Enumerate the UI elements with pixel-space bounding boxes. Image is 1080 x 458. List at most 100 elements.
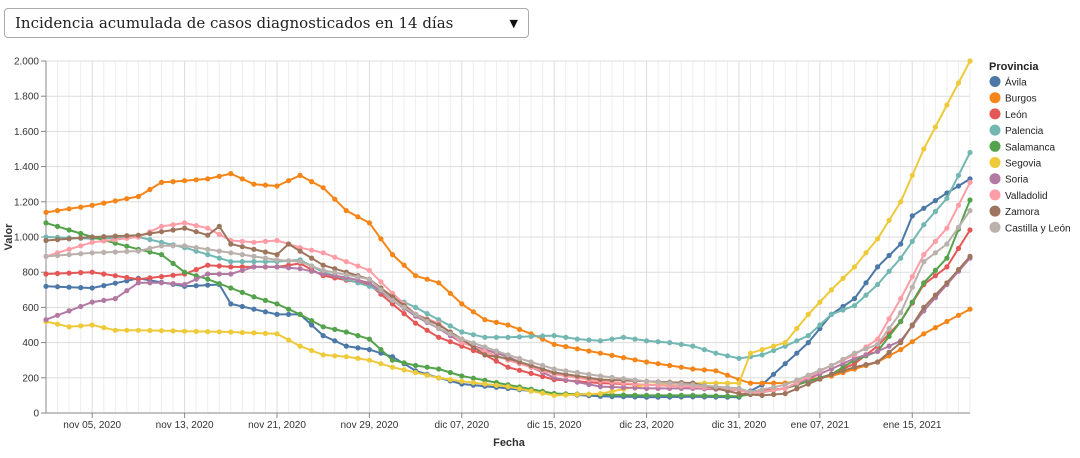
data-point[interactable] [655, 392, 661, 398]
data-point[interactable] [875, 281, 881, 288]
data-point[interactable] [632, 357, 638, 363]
data-point[interactable] [286, 265, 292, 271]
data-point[interactable] [112, 296, 118, 302]
data-point[interactable] [828, 287, 835, 293]
data-point[interactable] [794, 325, 800, 332]
data-point[interactable] [851, 296, 858, 302]
data-point[interactable] [78, 270, 84, 276]
data-point[interactable] [332, 338, 338, 344]
legend-item-label[interactable]: Castilla y León [1005, 223, 1071, 234]
data-point[interactable] [158, 274, 165, 280]
data-point[interactable] [274, 252, 280, 258]
data-point[interactable] [274, 301, 280, 307]
data-point[interactable] [851, 264, 858, 270]
data-point[interactable] [124, 248, 130, 255]
data-point[interactable] [863, 280, 869, 286]
data-point[interactable] [89, 250, 95, 256]
data-point[interactable] [309, 247, 315, 253]
data-point[interactable] [505, 384, 511, 390]
data-point[interactable] [597, 384, 604, 390]
data-point[interactable] [771, 391, 777, 398]
data-point[interactable] [886, 349, 892, 355]
data-point[interactable] [413, 369, 419, 376]
data-point[interactable] [759, 347, 765, 353]
data-point[interactable] [771, 343, 777, 349]
data-point[interactable] [898, 241, 904, 247]
data-point[interactable] [182, 328, 188, 334]
data-point[interactable] [909, 172, 915, 178]
data-point[interactable] [205, 262, 211, 268]
data-point[interactable] [828, 311, 835, 317]
data-point[interactable] [378, 347, 384, 353]
data-point[interactable] [170, 227, 176, 233]
data-point[interactable] [863, 346, 869, 352]
data-point[interactable] [147, 230, 153, 237]
data-point[interactable] [736, 391, 742, 397]
data-point[interactable] [528, 333, 534, 339]
data-point[interactable] [193, 276, 199, 282]
data-point[interactable] [54, 252, 61, 259]
data-point[interactable] [875, 348, 881, 354]
data-point[interactable] [66, 308, 72, 314]
data-point[interactable] [482, 334, 488, 340]
data-point[interactable] [101, 297, 107, 303]
data-point[interactable] [586, 337, 592, 343]
data-point[interactable] [620, 384, 627, 391]
data-point[interactable] [205, 232, 211, 238]
data-point[interactable] [332, 196, 338, 202]
data-point[interactable] [355, 214, 361, 220]
data-point[interactable] [482, 317, 488, 323]
data-point[interactable] [909, 339, 915, 345]
data-point[interactable] [574, 391, 580, 398]
data-point[interactable] [366, 220, 372, 226]
data-point[interactable] [540, 362, 546, 369]
data-point[interactable] [170, 272, 176, 278]
data-point[interactable] [66, 206, 72, 212]
data-point[interactable] [609, 384, 615, 390]
legend-item-label[interactable]: Burgos [1005, 94, 1037, 105]
data-point[interactable] [771, 371, 777, 377]
data-point[interactable] [955, 312, 962, 318]
data-point[interactable] [89, 234, 95, 240]
data-point[interactable] [170, 260, 176, 266]
data-point[interactable] [955, 183, 962, 189]
data-point[interactable] [112, 198, 118, 204]
data-point[interactable] [170, 328, 176, 334]
data-point[interactable] [228, 259, 234, 265]
data-point[interactable] [401, 360, 407, 366]
legend-item-label[interactable]: Palencia [1005, 126, 1044, 137]
data-point[interactable] [436, 375, 442, 381]
legend-item-label[interactable]: León [1005, 110, 1027, 121]
data-point[interactable] [147, 275, 153, 281]
data-point[interactable] [909, 322, 915, 328]
data-point[interactable] [667, 340, 673, 346]
data-point[interactable] [274, 331, 280, 337]
data-point[interactable] [366, 336, 372, 342]
data-point[interactable] [898, 310, 904, 316]
data-point[interactable] [644, 378, 650, 384]
data-point[interactable] [170, 222, 176, 228]
data-point[interactable] [413, 311, 419, 317]
data-point[interactable] [505, 364, 511, 370]
data-point[interactable] [193, 229, 199, 235]
data-point[interactable] [286, 241, 292, 247]
data-point[interactable] [551, 341, 557, 347]
data-point[interactable] [898, 340, 904, 346]
data-point[interactable] [343, 354, 349, 360]
data-point[interactable] [205, 252, 211, 258]
data-point[interactable] [482, 344, 488, 350]
data-point[interactable] [239, 238, 245, 244]
data-point[interactable] [805, 311, 811, 317]
data-point[interactable] [401, 304, 407, 310]
data-point[interactable] [66, 246, 72, 252]
data-point[interactable] [309, 318, 315, 324]
data-point[interactable] [274, 257, 280, 263]
data-point[interactable] [228, 285, 234, 291]
data-point[interactable] [967, 208, 973, 214]
data-point[interactable] [459, 336, 465, 342]
data-point[interactable] [493, 334, 499, 340]
data-point[interactable] [932, 238, 939, 244]
data-point[interactable] [932, 267, 939, 273]
data-point[interactable] [620, 334, 627, 340]
data-point[interactable] [101, 271, 107, 277]
